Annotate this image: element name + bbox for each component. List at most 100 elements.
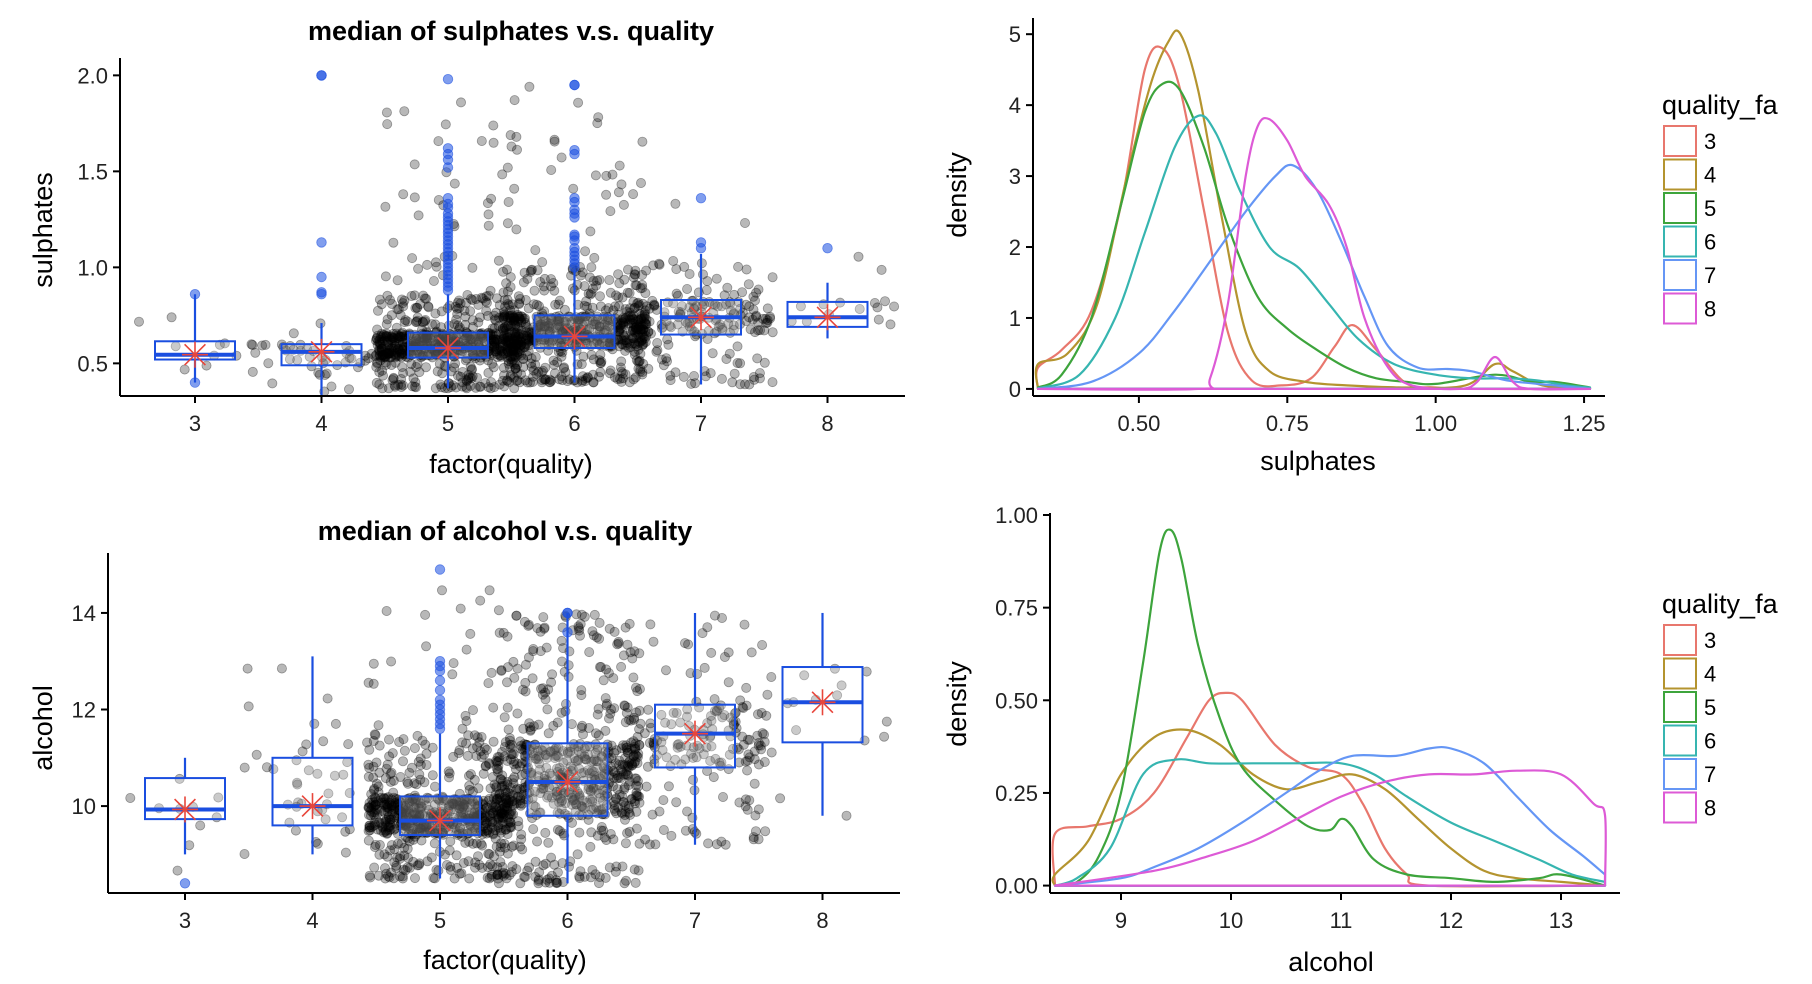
jitter-point	[373, 870, 384, 881]
jitter-point	[490, 346, 501, 357]
jitter-point	[417, 316, 428, 327]
x-tick-label: 3	[179, 908, 191, 933]
jitter-point	[397, 756, 408, 767]
jitter-point	[457, 381, 468, 392]
jitter-point	[502, 218, 513, 229]
x-tick-label: 1.25	[1563, 411, 1606, 436]
outlier-point	[695, 192, 707, 204]
jitter-point	[706, 647, 717, 658]
jitter-point	[410, 317, 421, 328]
jitter-point	[556, 635, 567, 646]
legend-key-quality-5	[1663, 691, 1697, 723]
jitter-point	[391, 322, 402, 333]
jitter-point	[429, 838, 440, 849]
jitter-point	[549, 359, 560, 370]
jitter-point	[393, 331, 404, 342]
jitter-point	[493, 605, 504, 616]
jitter-point	[568, 183, 579, 194]
jitter-point	[480, 378, 491, 389]
jitter-point	[396, 381, 407, 392]
jitter-point	[678, 371, 689, 382]
jitter-point	[634, 684, 645, 695]
jitter-point	[415, 299, 426, 310]
x-tick-label: 11	[1330, 908, 1353, 933]
jitter-point	[508, 335, 519, 346]
jitter-point	[585, 226, 596, 237]
jitter-point	[767, 327, 778, 338]
sulphates-density-x-label: sulphates	[1260, 446, 1376, 476]
jitter-point	[494, 379, 505, 390]
jitter-point	[624, 807, 635, 818]
jitter-point	[396, 331, 407, 342]
legend-label-quality-3: 3	[1704, 129, 1716, 154]
jitter-point	[451, 382, 462, 393]
jitter-point	[876, 264, 887, 275]
jitter-point	[658, 360, 669, 371]
jitter-point	[374, 346, 385, 357]
jitter-point	[593, 112, 604, 123]
outlier-point	[316, 237, 327, 248]
jitter-point	[455, 97, 466, 108]
jitter-point	[417, 317, 428, 328]
jitter-point	[650, 839, 661, 850]
jitter-point	[618, 650, 629, 661]
x-tick-label: 4	[315, 411, 327, 436]
x-tick-label: 13	[1549, 908, 1573, 933]
jitter-point	[424, 333, 435, 344]
jitter-point	[737, 702, 748, 713]
jitter-point	[407, 253, 418, 264]
jitter-point	[665, 375, 676, 386]
outlier-point	[434, 564, 446, 575]
jitter-point	[729, 289, 740, 300]
jitter-point	[376, 333, 387, 344]
jitter-point	[414, 367, 425, 378]
jitter-point	[500, 348, 511, 359]
jitter-point	[489, 336, 500, 347]
jitter-point	[429, 873, 440, 884]
jitter-point	[388, 237, 399, 248]
jitter-point	[624, 287, 635, 298]
jitter-point	[733, 261, 744, 272]
jitter-point	[455, 371, 466, 382]
jitter-point	[511, 328, 522, 339]
jitter-point	[343, 739, 354, 750]
jitter-point	[767, 377, 778, 388]
y-tick-label: 0.75	[995, 596, 1038, 621]
jitter-point	[633, 336, 644, 347]
jitter-point	[889, 301, 900, 312]
jitter-point	[389, 337, 400, 348]
y-tick-label: 2.0	[77, 63, 108, 88]
jitter-point	[748, 832, 759, 843]
jitter-point	[542, 704, 553, 715]
jitter-point	[666, 830, 677, 841]
jitter-point	[643, 363, 654, 374]
jitter-point	[460, 837, 471, 848]
jitter-point	[371, 333, 382, 344]
legend-label-quality-5: 5	[1704, 196, 1716, 221]
jitter-point	[490, 334, 501, 345]
jitter-point	[374, 379, 385, 390]
jitter-point	[375, 825, 386, 836]
jitter-point	[881, 716, 892, 727]
jitter-point	[385, 769, 396, 780]
jitter-point	[383, 734, 394, 745]
jitter-point	[374, 339, 385, 350]
jitter-point	[611, 861, 622, 872]
jitter-point	[739, 619, 750, 630]
jitter-point	[691, 828, 702, 839]
jitter-point	[475, 381, 486, 392]
jitter-point	[363, 353, 374, 364]
jitter-point	[489, 382, 500, 393]
jitter-point	[450, 358, 461, 369]
jitter-point	[741, 264, 752, 275]
jitter-point	[514, 335, 525, 346]
jitter-point	[386, 310, 397, 321]
y-tick-label: 1.0	[77, 255, 108, 280]
jitter-point	[411, 316, 422, 327]
jitter-point	[502, 294, 513, 305]
jitter-point	[625, 341, 636, 352]
jitter-point	[486, 377, 497, 388]
jitter-point	[455, 603, 466, 614]
jitter-point	[411, 333, 422, 344]
jitter-point	[475, 331, 486, 342]
